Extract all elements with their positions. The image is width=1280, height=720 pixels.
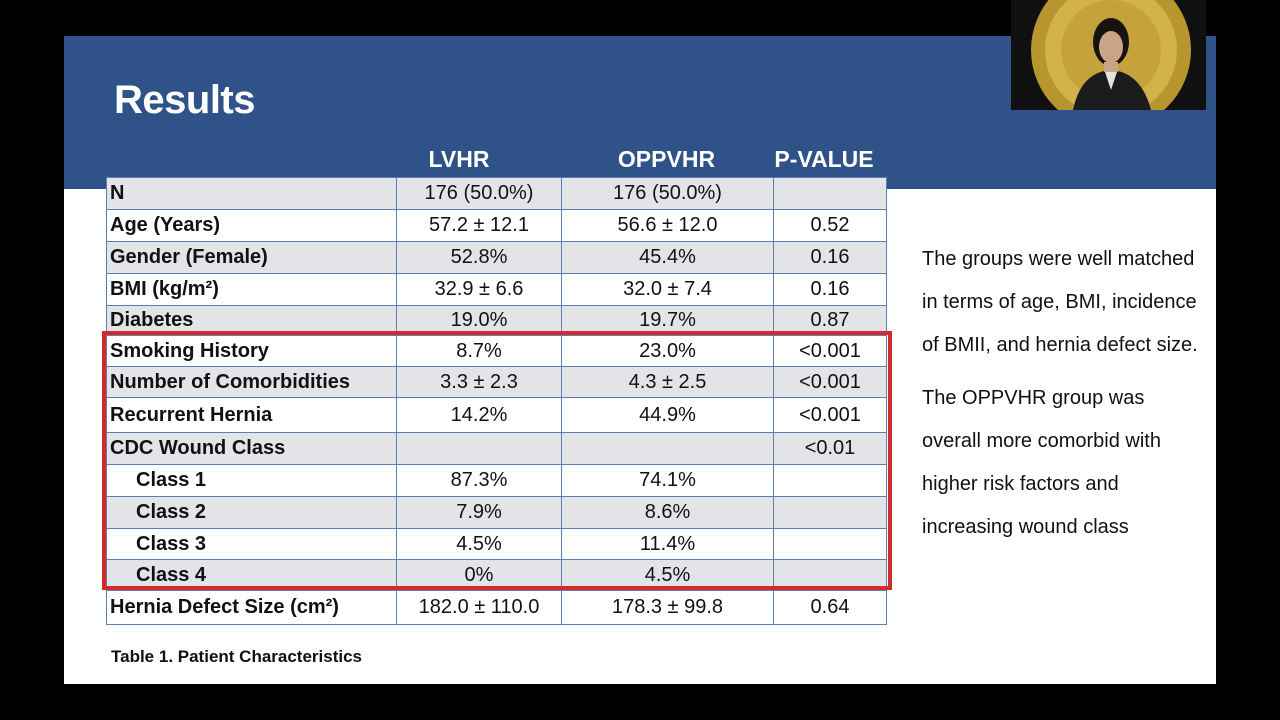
oppvhr-value: 19.7% <box>561 305 774 336</box>
table-row: N 176 (50.0%) 176 (50.0%) <box>106 177 887 210</box>
slide: Results LVHR OPPVHR P-VALUE N 176 (50.0%)… <box>64 36 1216 684</box>
lvhr-value: 19.0% <box>396 305 562 336</box>
oppvhr-value: 44.9% <box>561 397 774 433</box>
table-caption: Table 1. Patient Characteristics <box>111 647 363 666</box>
lvhr-value: 7.9% <box>396 496 562 529</box>
row-label: Class 2 <box>106 496 397 529</box>
lvhr-value: 176 (50.0%) <box>396 177 562 210</box>
p-value <box>773 559 887 591</box>
patient-characteristics-table: N 176 (50.0%) 176 (50.0%) Age (Years) 57.2 ±… <box>106 177 887 625</box>
table-row: Gender (Female) 52.8% 45.4% 0.16 <box>106 241 887 274</box>
table-row: Class 1 87.3% 74.1% <box>106 464 887 497</box>
table-row: BMI (kg/m²) 32.9 ± 6.6 32.0 ± 7.4 0.16 <box>106 273 887 306</box>
p-value: <0.001 <box>773 397 887 433</box>
row-label: Smoking History <box>106 335 397 367</box>
presenter-webcam <box>1011 0 1206 110</box>
note-paragraph: The OPPVHR group was overall more comorb… <box>922 387 1161 538</box>
p-value: 0.16 <box>773 241 887 274</box>
lvhr-value: 3.3 ± 2.3 <box>396 366 562 398</box>
table-row: Hernia Defect Size (cm²) 182.0 ± 110.0 178… <box>106 590 887 625</box>
row-label: Gender (Female) <box>106 241 397 274</box>
oppvhr-value: 45.4% <box>561 241 774 274</box>
lvhr-value: 8.7% <box>396 335 562 367</box>
row-label: BMI (kg/m²) <box>106 273 397 306</box>
row-label: Class 4 <box>106 559 397 591</box>
notes-panel: The groups were well matched in terms of… <box>922 238 1207 559</box>
p-value: 0.52 <box>773 209 887 242</box>
oppvhr-value: 176 (50.0%) <box>561 177 774 210</box>
row-label: Recurrent Hernia <box>106 397 397 433</box>
oppvhr-value: 8.6% <box>561 496 774 529</box>
p-value: 0.64 <box>773 590 887 625</box>
oppvhr-value <box>561 432 774 465</box>
p-value: <0.01 <box>773 432 887 465</box>
presenter-video-icon <box>1011 0 1206 110</box>
table-row: Recurrent Hernia 14.2% 44.9% <0.001 <box>106 397 887 433</box>
table-row: Age (Years) 57.2 ± 12.1 56.6 ± 12.0 0.52 <box>106 209 887 242</box>
slide-title: Results <box>114 78 256 122</box>
row-label: N <box>106 177 397 210</box>
row-label: Number of Comorbidities <box>106 366 397 398</box>
oppvhr-value: 178.3 ± 99.8 <box>561 590 774 625</box>
lvhr-value: 52.8% <box>396 241 562 274</box>
table-row: Class 3 4.5% 11.4% <box>106 528 887 560</box>
p-value: 0.87 <box>773 305 887 336</box>
oppvhr-value: 4.3 ± 2.5 <box>561 366 774 398</box>
table-row: Class 4 0% 4.5% <box>106 559 887 591</box>
p-value: <0.001 <box>773 335 887 367</box>
table-row: Smoking History 8.7% 23.0% <0.001 <box>106 335 887 367</box>
p-value: 0.16 <box>773 273 887 306</box>
oppvhr-value: 74.1% <box>561 464 774 497</box>
table-row: Class 2 7.9% 8.6% <box>106 496 887 529</box>
row-label: Class 1 <box>106 464 397 497</box>
table-row: Diabetes 19.0% 19.7% 0.87 <box>106 305 887 336</box>
oppvhr-value: 11.4% <box>561 528 774 560</box>
oppvhr-value: 4.5% <box>561 559 774 591</box>
column-header-oppvhr: OPPVHR <box>617 146 716 172</box>
column-header-lvhr: LVHR <box>428 146 490 172</box>
p-value <box>773 464 887 497</box>
lvhr-value: 87.3% <box>396 464 562 497</box>
row-label: Hernia Defect Size (cm²) <box>106 590 397 625</box>
oppvhr-value: 32.0 ± 7.4 <box>561 273 774 306</box>
table-row: Number of Comorbidities 3.3 ± 2.3 4.3 ± 2.… <box>106 366 887 398</box>
lvhr-value: 14.2% <box>396 397 562 433</box>
row-label: Diabetes <box>106 305 397 336</box>
row-label: Class 3 <box>106 528 397 560</box>
p-value <box>773 177 887 210</box>
p-value <box>773 528 887 560</box>
p-value <box>773 496 887 529</box>
row-label: CDC Wound Class <box>106 432 397 465</box>
table-row: CDC Wound Class <0.01 <box>106 432 887 465</box>
lvhr-value: 4.5% <box>396 528 562 560</box>
lvhr-value: 182.0 ± 110.0 <box>396 590 562 625</box>
note-paragraph: The groups were well matched in terms of… <box>922 248 1198 356</box>
oppvhr-value: 56.6 ± 12.0 <box>561 209 774 242</box>
lvhr-value: 57.2 ± 12.1 <box>396 209 562 242</box>
row-label: Age (Years) <box>106 209 397 242</box>
column-header-p-value: P-VALUE <box>774 146 874 172</box>
lvhr-value: 32.9 ± 6.6 <box>396 273 562 306</box>
lvhr-value <box>396 432 562 465</box>
p-value: <0.001 <box>773 366 887 398</box>
lvhr-value: 0% <box>396 559 562 591</box>
oppvhr-value: 23.0% <box>561 335 774 367</box>
